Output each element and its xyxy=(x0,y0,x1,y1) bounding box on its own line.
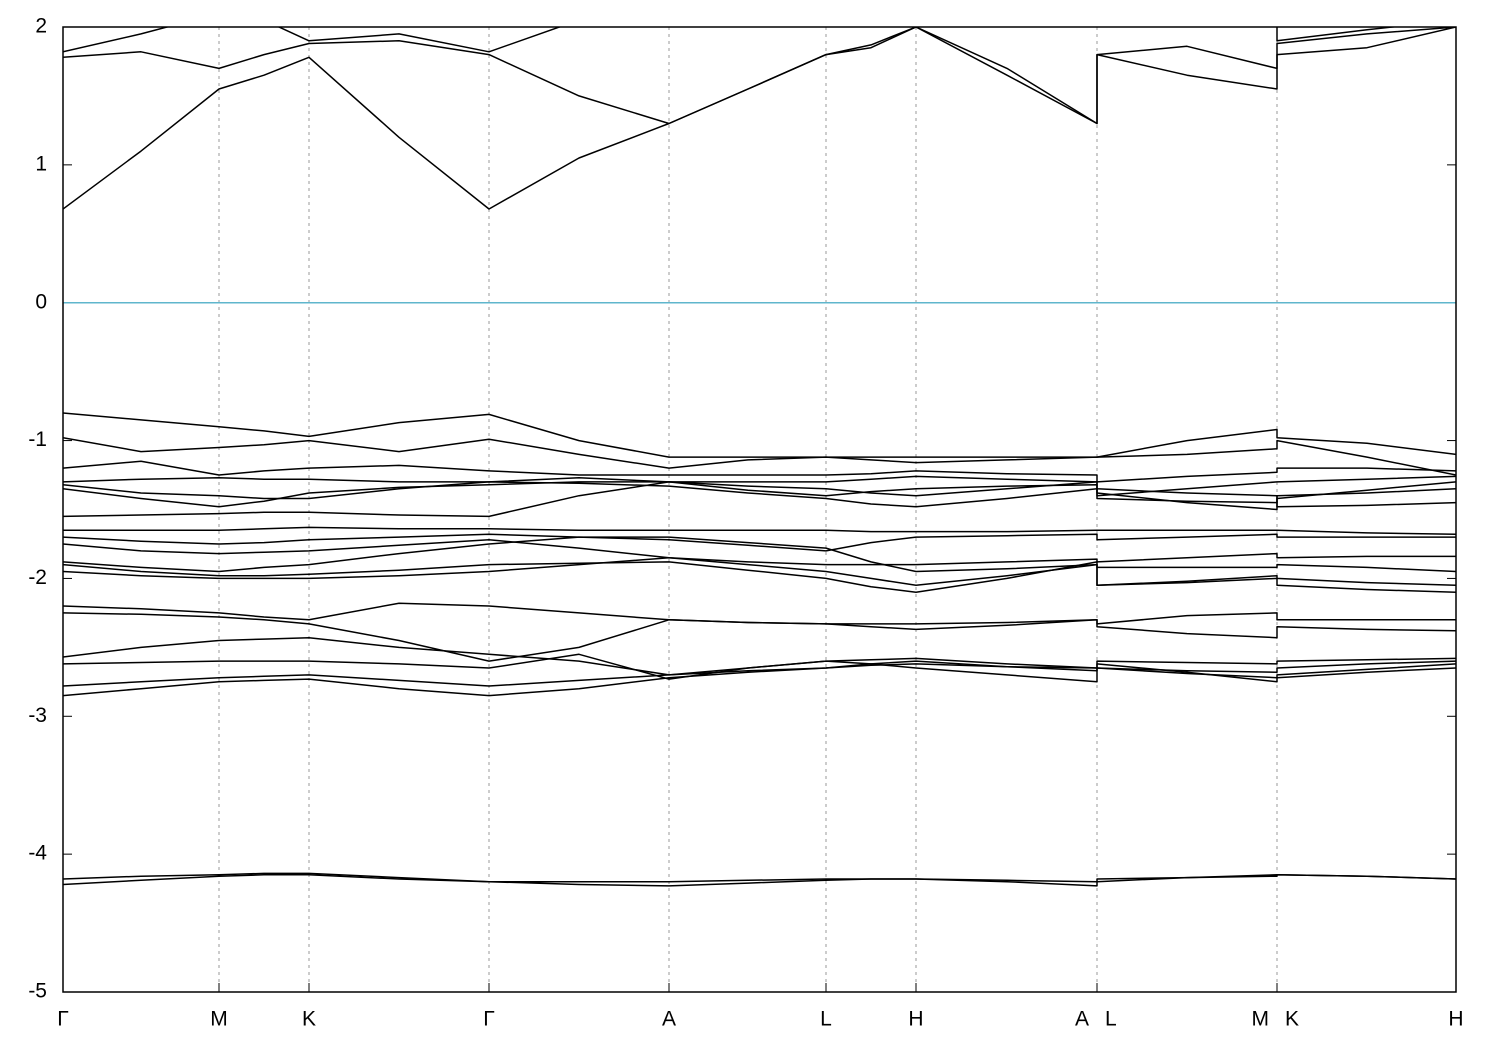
band-line xyxy=(63,612,1456,662)
band-line xyxy=(63,475,1456,511)
band-line xyxy=(63,475,1456,497)
band-line xyxy=(63,536,1456,573)
band-line xyxy=(63,481,1456,518)
band-line xyxy=(63,557,1456,587)
x-tick-label: K xyxy=(1285,1008,1299,1031)
band-line xyxy=(63,636,1456,676)
x-tick-label: A xyxy=(1075,1008,1089,1031)
x-tick-label: L xyxy=(820,1008,832,1031)
band-line xyxy=(63,460,1456,483)
band-line xyxy=(63,874,1456,887)
y-tick-label: 1 xyxy=(35,152,47,175)
y-tick-label: -3 xyxy=(28,704,47,727)
y-tick-label: 0 xyxy=(35,290,47,313)
band-line xyxy=(63,561,1456,593)
x-tick-label: H xyxy=(908,1008,923,1031)
band-line xyxy=(63,526,1456,536)
x-tick-label: L xyxy=(1105,1008,1117,1031)
y-tick-label: -2 xyxy=(28,566,47,589)
x-tick-label: Γ xyxy=(57,1008,69,1031)
x-tick-label: A xyxy=(662,1008,676,1031)
y-tick-label: -4 xyxy=(28,842,47,865)
plot-frame xyxy=(62,26,1457,993)
bands xyxy=(63,27,1456,887)
band-line xyxy=(63,412,1456,458)
x-tick-label: K xyxy=(302,1008,316,1031)
y-tick-label: -1 xyxy=(28,428,47,451)
band-line xyxy=(63,27,1456,125)
band-line xyxy=(63,27,1456,210)
x-tick-label: M xyxy=(210,1008,228,1031)
x-tick-label: H xyxy=(1448,1008,1463,1031)
y-tick-label: -5 xyxy=(28,980,47,1003)
band-line xyxy=(63,660,1456,697)
band-line xyxy=(63,660,1456,687)
x-tick-label: M xyxy=(1252,1008,1270,1031)
y-tick-label: 2 xyxy=(35,15,47,38)
band-line xyxy=(63,27,1400,53)
x-tick-label: Γ xyxy=(483,1008,495,1031)
band-line xyxy=(63,533,1456,552)
band-line xyxy=(63,437,1456,476)
band-line xyxy=(63,539,1456,566)
